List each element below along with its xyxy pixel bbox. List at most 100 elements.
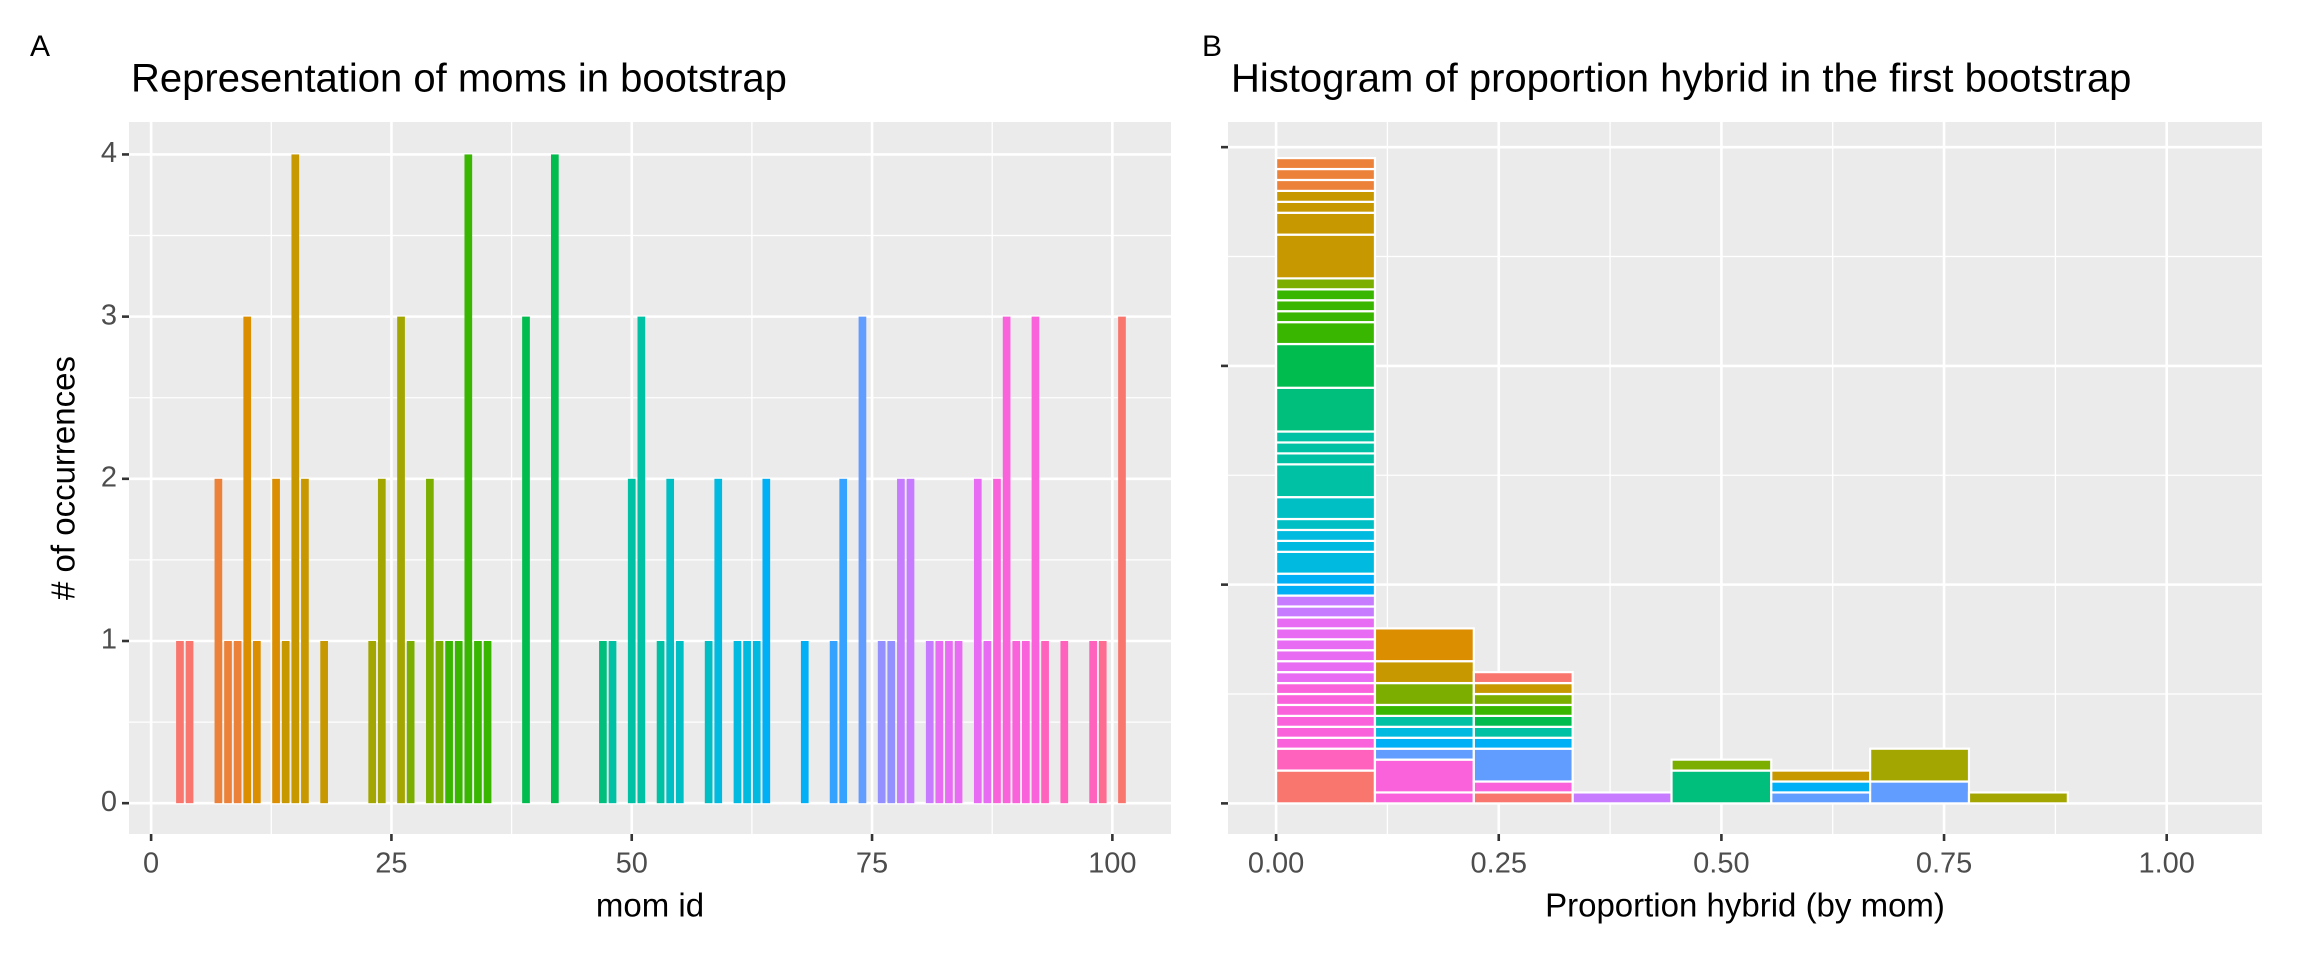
histogram-segment: [1274, 321, 1377, 346]
bar: [1089, 640, 1097, 804]
y-tick-label: 4: [101, 137, 117, 169]
bar: [800, 640, 809, 804]
bar: [406, 640, 415, 804]
histogram-segment: [1274, 310, 1377, 324]
bar: [550, 154, 559, 804]
histogram-segment: [1274, 156, 1377, 171]
histogram-segment: [1274, 550, 1377, 575]
panel-tag: B: [1202, 30, 1222, 63]
histogram-segment: [1274, 441, 1377, 455]
histogram-segment: [1274, 167, 1377, 182]
histogram-segment: [1274, 583, 1377, 597]
x-tick-label: 0.50: [1693, 848, 1749, 880]
bar: [368, 640, 377, 804]
histogram-segment: [1274, 594, 1377, 608]
histogram-segment: [1472, 736, 1574, 750]
histogram-segment: [1770, 780, 1872, 794]
histogram-segment: [1274, 178, 1377, 193]
bar: [666, 478, 675, 804]
bar: [233, 640, 242, 804]
histogram-segment: [1967, 791, 2069, 805]
bar: [272, 478, 280, 804]
bar: [743, 640, 751, 804]
y-tick-label: 0: [101, 786, 117, 818]
bar: [1060, 640, 1069, 804]
histogram-segment: [1472, 671, 1574, 685]
histogram-segment: [1869, 747, 1971, 783]
histogram-segment: [1274, 386, 1377, 433]
bar: [474, 640, 482, 804]
histogram-segment: [1274, 703, 1377, 717]
bar: [483, 640, 492, 804]
histogram-segment: [1373, 758, 1475, 794]
histogram-segment: [1274, 714, 1377, 728]
bar: [993, 478, 1001, 804]
histogram-segment: [1274, 736, 1377, 750]
bar: [1118, 316, 1126, 804]
bar: [839, 478, 848, 804]
histogram-segment: [1274, 342, 1377, 389]
histogram-segment: [1373, 627, 1475, 663]
bar: [176, 640, 184, 804]
histogram-segment: [1670, 758, 1773, 772]
bar: [599, 640, 607, 804]
bar: [1012, 640, 1021, 804]
histogram-segment: [1274, 211, 1377, 236]
histogram-segment: [1274, 692, 1377, 707]
bar: [320, 640, 328, 804]
histogram-segment: [1274, 277, 1377, 291]
bar: [445, 640, 453, 804]
bar: [906, 478, 915, 804]
histogram-segment: [1274, 200, 1377, 214]
bar: [1002, 316, 1011, 804]
y-axis-title: # of occurrences: [45, 356, 82, 600]
histogram-segment: [1869, 780, 1971, 805]
histogram-segment: [1373, 736, 1475, 750]
histogram-segment: [1274, 233, 1377, 280]
histogram-segment: [1472, 725, 1574, 739]
histogram-segment: [1770, 769, 1872, 783]
histogram-segment: [1571, 791, 1673, 805]
bar: [608, 640, 617, 804]
histogram-segment: [1274, 299, 1377, 313]
bar: [426, 478, 434, 804]
bar: [1022, 640, 1030, 804]
bar: [762, 478, 771, 804]
histogram-segment: [1373, 725, 1475, 739]
bar: [627, 478, 636, 804]
bar: [464, 154, 473, 804]
bar: [454, 640, 463, 804]
x-tick-label: 0.25: [1471, 848, 1527, 880]
bar: [224, 640, 232, 804]
histogram-segment: [1274, 638, 1377, 652]
histogram-segment: [1472, 681, 1574, 696]
histogram-segment: [1373, 660, 1475, 685]
bar: [925, 640, 934, 804]
x-tick-label: 75: [856, 848, 888, 880]
x-tick-label: 1.00: [2138, 848, 2194, 880]
histogram-segment: [1373, 747, 1475, 761]
x-tick-label: 0: [143, 848, 159, 880]
bar: [253, 640, 261, 804]
bar: [945, 640, 953, 804]
histogram-segment: [1274, 496, 1377, 521]
y-tick-label: 3: [101, 299, 117, 331]
x-axis-title: Proportion hybrid (by mom): [1545, 887, 1945, 924]
histogram-segment: [1274, 572, 1377, 586]
histogram-segment: [1770, 791, 1872, 805]
panel-tag: A: [30, 30, 50, 63]
histogram-segment: [1373, 681, 1475, 707]
histogram-segment: [1472, 791, 1574, 805]
x-tick-label: 25: [375, 848, 407, 880]
chart-title: Histogram of proportion hybrid in the fi…: [1231, 57, 2131, 101]
histogram-segment: [1274, 463, 1377, 499]
x-tick-label: 0.75: [1916, 848, 1972, 880]
x-tick-label: 0.00: [1248, 848, 1304, 880]
bar: [704, 640, 713, 804]
bar: [983, 640, 992, 804]
bar: [397, 316, 405, 804]
histogram-segment: [1472, 780, 1574, 794]
chart-title: Representation of moms in bootstrap: [131, 57, 787, 101]
histogram-segment: [1274, 681, 1377, 696]
